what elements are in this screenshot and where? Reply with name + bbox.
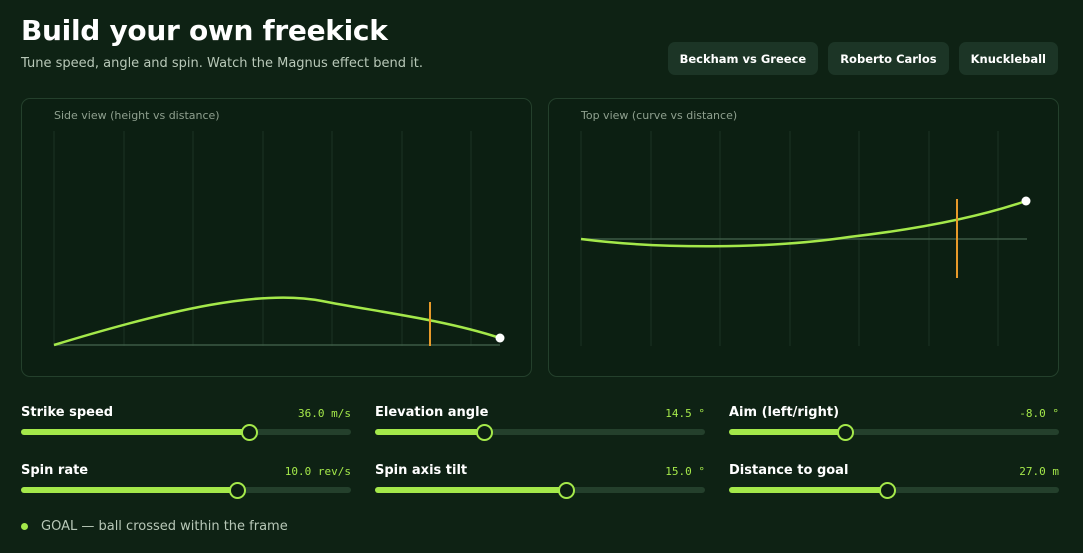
distance-to-goal-value: 27.0 m <box>1019 465 1059 478</box>
slider-thumb[interactable] <box>229 482 247 499</box>
preset-toolbar: Beckham vs Greece Roberto Carlos Knuckle… <box>667 42 1058 75</box>
elevation-angle-slider[interactable] <box>375 424 705 441</box>
strike-speed-control: Strike speed 36.0 m/s <box>21 405 351 445</box>
spin-axis-tilt-control: Spin axis tilt 15.0 ° <box>375 463 705 503</box>
page-subtitle: Tune speed, angle and spin. Watch the Ma… <box>21 56 423 71</box>
top-view-panel: Top view (curve vs distance) <box>548 98 1059 377</box>
aim-value: -8.0 ° <box>1019 407 1059 420</box>
aim-slider[interactable] <box>729 424 1059 441</box>
spin-rate-control: Spin rate 10.0 rev/s <box>21 463 351 503</box>
slider-fill <box>375 429 484 435</box>
aim-control: Aim (left/right) -8.0 ° <box>729 405 1059 445</box>
ball-icon <box>495 333 505 343</box>
elevation-angle-label: Elevation angle <box>375 405 489 420</box>
distance-to-goal-label: Distance to goal <box>729 463 849 478</box>
slider-fill <box>375 487 567 493</box>
slider-thumb[interactable] <box>558 482 576 499</box>
ball-trajectory-top <box>580 199 1027 248</box>
slider-thumb[interactable] <box>475 424 493 441</box>
strike-speed-label: Strike speed <box>21 405 114 420</box>
slider-fill <box>21 429 249 435</box>
slider-fill <box>21 487 238 493</box>
elevation-angle-control: Elevation angle 14.5 ° <box>375 405 705 445</box>
status-dot-icon <box>21 523 28 530</box>
aim-label: Aim (left/right) <box>729 405 840 420</box>
side-view-label: Side view (height vs distance) <box>54 109 220 122</box>
top-view-plot <box>580 131 1031 346</box>
preset-roberto-carlos-button[interactable]: Roberto Carlos <box>828 42 949 75</box>
spin-axis-tilt-slider[interactable] <box>375 482 705 499</box>
elevation-angle-value: 14.5 ° <box>665 407 705 420</box>
strike-speed-slider[interactable] <box>21 424 351 441</box>
preset-beckham-button[interactable]: Beckham vs Greece <box>667 42 819 75</box>
spin-rate-slider[interactable] <box>21 482 351 499</box>
spin-rate-label: Spin rate <box>21 463 89 478</box>
result-status: GOAL — ball crossed within the frame <box>21 519 288 534</box>
slider-thumb[interactable] <box>836 424 854 441</box>
spin-axis-tilt-label: Spin axis tilt <box>375 463 468 478</box>
spin-rate-value: 10.0 rev/s <box>284 465 351 478</box>
slider-thumb[interactable] <box>240 424 258 441</box>
side-view-plot <box>53 131 505 347</box>
preset-knuckleball-button[interactable]: Knuckleball <box>958 42 1058 75</box>
ball-icon <box>1021 196 1031 206</box>
strike-speed-value: 36.0 m/s <box>298 407 351 420</box>
top-view-label: Top view (curve vs distance) <box>581 109 738 122</box>
slider-fill <box>729 487 888 493</box>
ball-trajectory-side <box>53 296 501 347</box>
distance-to-goal-slider[interactable] <box>729 482 1059 499</box>
slider-thumb[interactable] <box>879 482 897 499</box>
spin-axis-tilt-value: 15.0 ° <box>665 465 705 478</box>
slider-fill <box>729 429 845 435</box>
distance-to-goal-control: Distance to goal 27.0 m <box>729 463 1059 503</box>
page-title: Build your own freekick <box>21 14 388 47</box>
side-view-panel: Side view (height vs distance) <box>21 98 532 377</box>
status-text: GOAL — ball crossed within the frame <box>41 519 288 534</box>
